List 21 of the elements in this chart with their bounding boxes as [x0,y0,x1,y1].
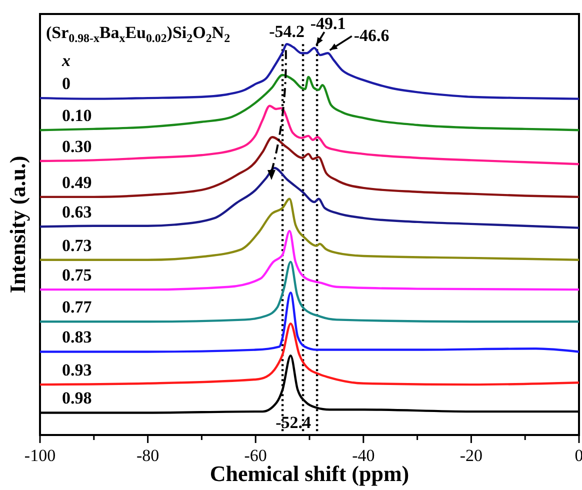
x-tick-label: -100 [24,446,56,465]
series-label: 0.98 [62,388,92,408]
annotation: -46.6 [354,26,390,46]
legend-title: x [61,51,71,70]
x-tick-label: -20 [460,446,483,465]
series-label: 0.77 [62,298,92,317]
chart-title: (Sr$_{0.98-x}$Ba$_{x}$Eu$_{0.02}$)Si$_{2}$O$_{2}$N$_{2}$ [46,23,230,45]
series-label: 0.73 [62,236,92,255]
series-label: 0.30 [62,136,92,156]
x-tick-label: -80 [136,446,160,465]
annotation: -54.2 [269,22,305,42]
annotation: -52.4 [276,413,312,432]
series-label: 0.63 [62,202,92,222]
annotation: -49.1 [310,14,346,34]
series-label: 0.83 [62,328,92,347]
series-label: 0 [62,74,70,94]
series-label: 0.10 [62,106,92,126]
series-label: 0.49 [62,172,92,192]
series-label: 0.93 [62,360,92,380]
y-axis-title: Intensity (a.u.) [5,156,30,294]
series-label: 0.75 [62,266,92,285]
